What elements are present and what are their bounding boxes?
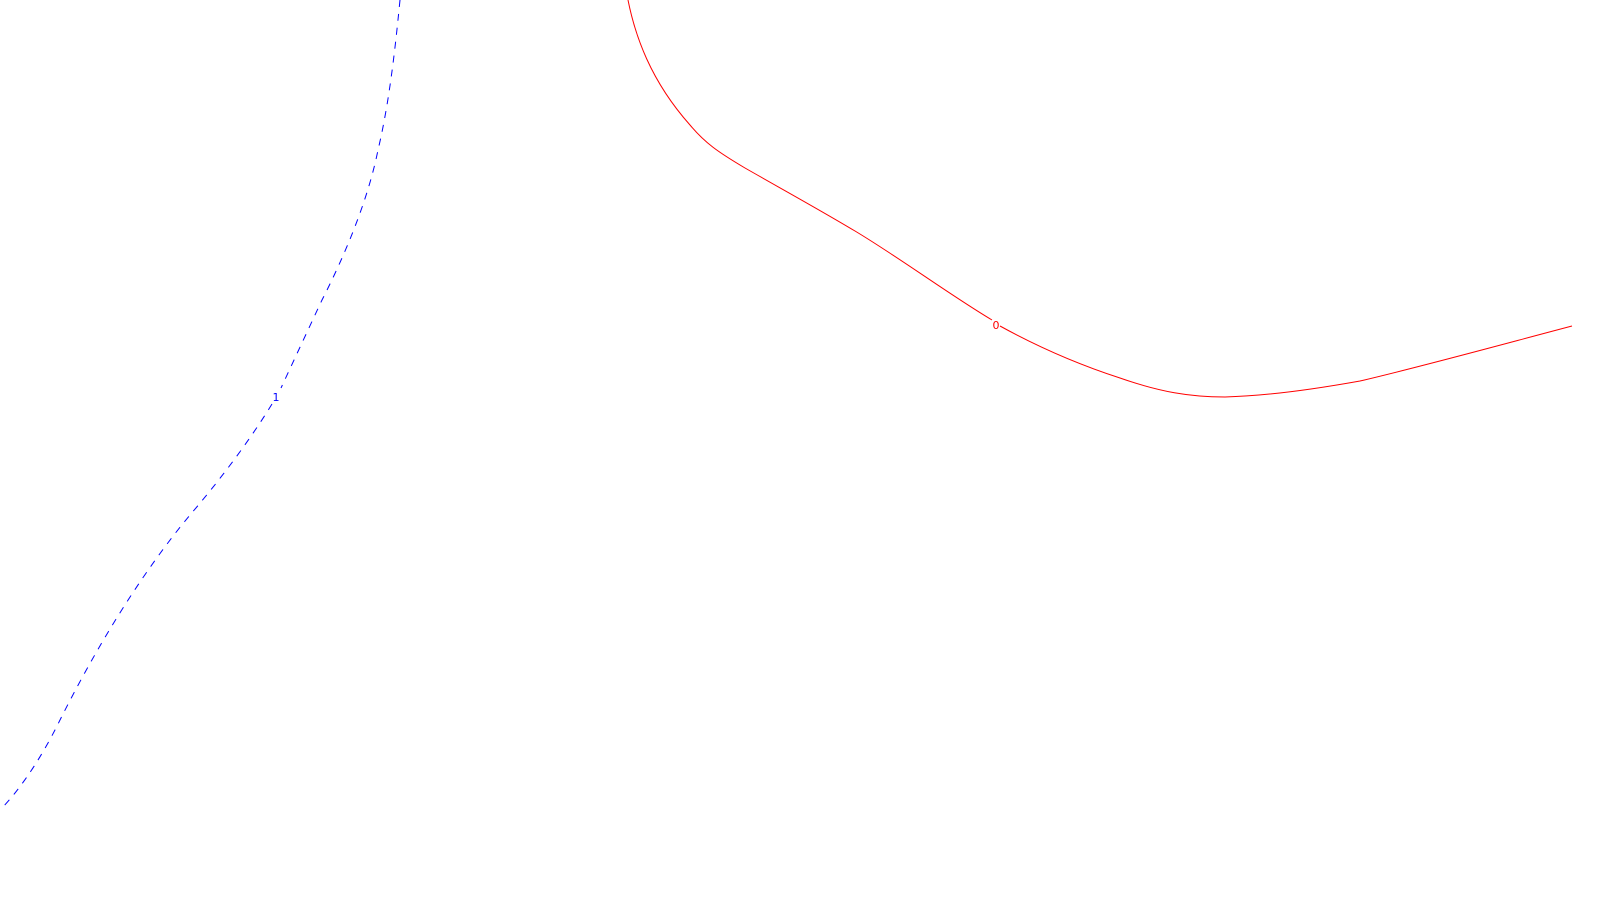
contour-label-1: 1 — [273, 391, 280, 404]
contour-line-0 — [627, 0, 1573, 398]
contour-label-0: 0 — [993, 319, 1000, 332]
contour-line-1 — [0, 0, 401, 811]
